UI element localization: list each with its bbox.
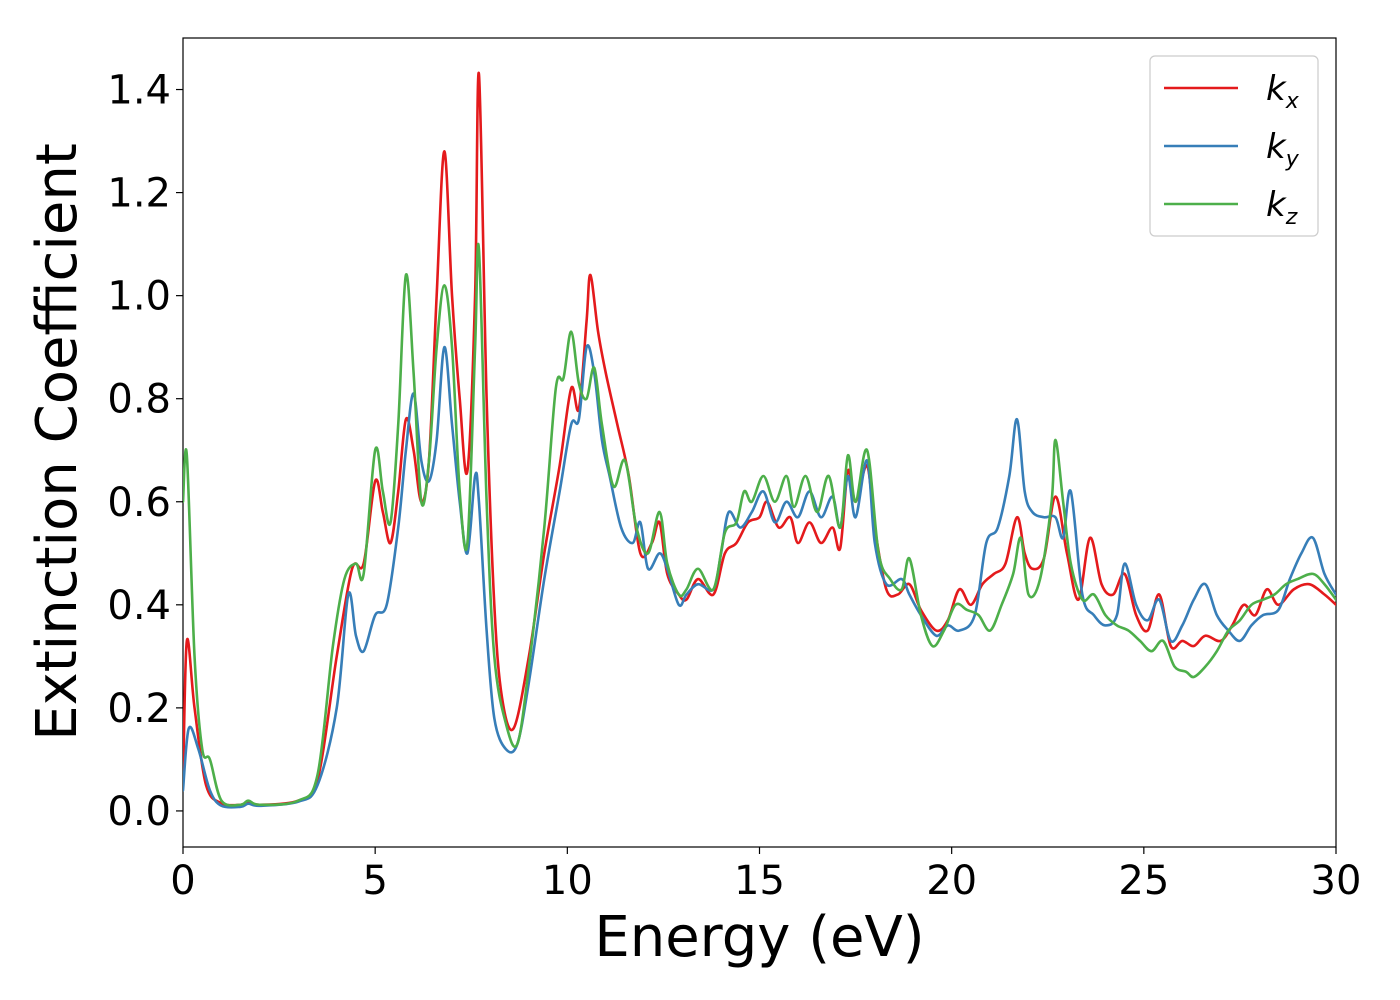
x-tick-label: 5 [362,858,387,904]
x-tick-label: 25 [1118,858,1169,904]
y-tick-label: 1.0 [107,274,171,320]
tick-layer: 0 5 10 15 20 25 30 0.0 0.2 0.4 0.6 0.8 1.0 1.2 1.4 [107,68,1361,904]
y-axis-title: Extinction Coefficient [25,143,90,741]
series-layer [183,71,1336,809]
series-line-z [183,242,1336,807]
y-tick-label: 1.2 [107,171,171,217]
x-tick-label: 30 [1311,858,1362,904]
y-tick-label: 0.6 [107,480,171,526]
series-line-y [183,344,1336,809]
x-tick-label: 10 [542,858,593,904]
x-tick-label: 20 [926,858,977,904]
y-tick-label: 0.8 [107,377,171,423]
x-tick-label: 15 [734,858,785,904]
y-tick-label: 0.0 [107,789,171,835]
x-axis-title: Energy (eV) [594,905,924,970]
y-tick-label: 1.4 [107,68,171,114]
y-tick-label: 0.4 [107,583,171,629]
x-tick-label: 0 [170,858,195,904]
plot-area [182,37,1337,848]
y-tick-label: 0.2 [107,686,171,732]
